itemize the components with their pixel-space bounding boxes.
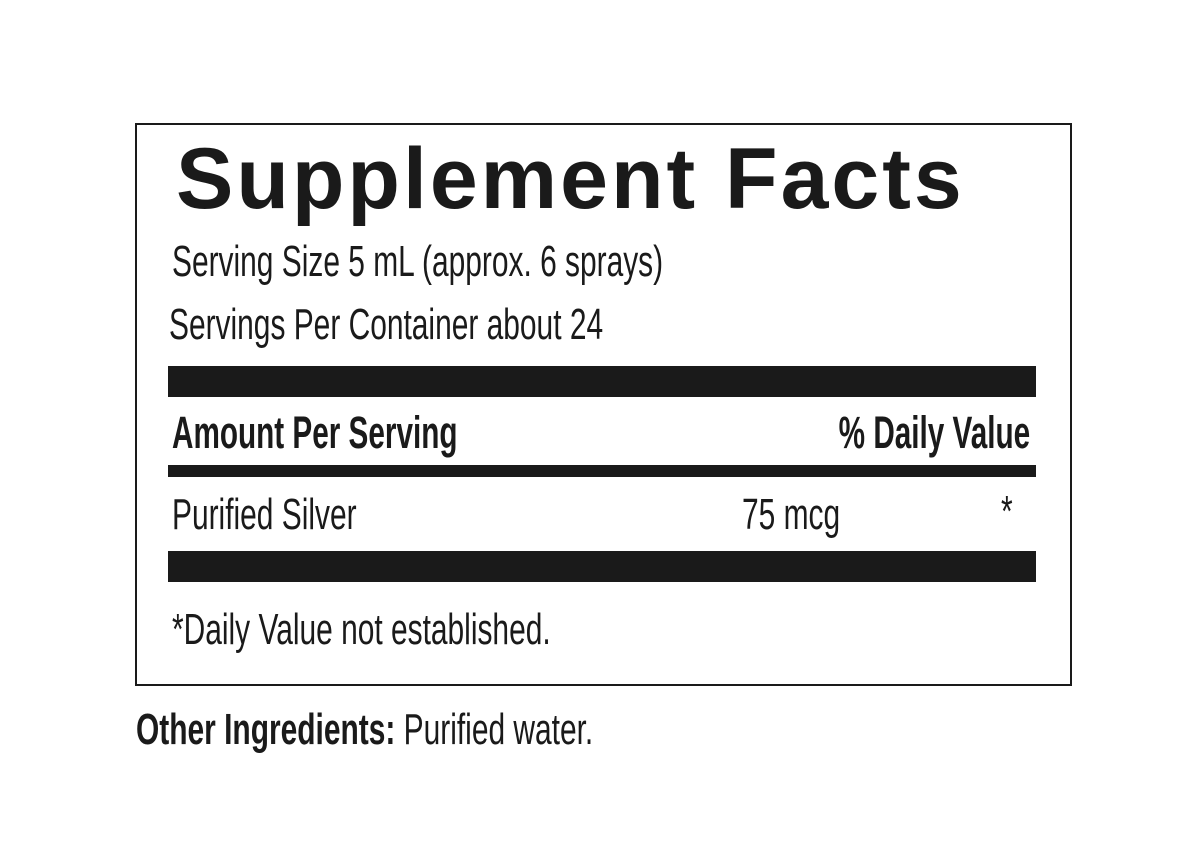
servings-per-container: Servings Per Container about 24 [169, 300, 604, 349]
facts-box [135, 123, 1072, 686]
other-ingredients-text: Purified water. [403, 705, 594, 754]
footnote: *Daily Value not established. [172, 605, 551, 654]
nutrient-name: Purified Silver [172, 490, 357, 539]
column-header: Amount Per Serving [172, 407, 458, 458]
nutrient-amount: 75 mcg [742, 490, 841, 539]
serving-size: Serving Size 5 mL (approx. 6 sprays) [172, 237, 664, 286]
other-ingredients-label: Other Ingredients: [136, 705, 396, 754]
thin-rule [168, 465, 1036, 477]
daily-value: * [1001, 487, 1013, 536]
title: Supplement Facts [176, 131, 965, 227]
other-ingredients: Other Ingredients: Purified water. [136, 708, 593, 752]
thick-rule [168, 551, 1036, 582]
thick-rule [168, 366, 1036, 397]
column-header: % Daily Value [838, 407, 1030, 458]
